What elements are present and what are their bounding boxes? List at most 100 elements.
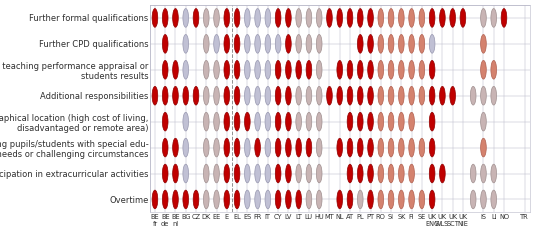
Ellipse shape	[440, 86, 445, 105]
Ellipse shape	[276, 61, 281, 79]
Ellipse shape	[183, 112, 188, 131]
Ellipse shape	[203, 61, 209, 79]
Ellipse shape	[399, 9, 404, 27]
Ellipse shape	[378, 86, 384, 105]
Ellipse shape	[480, 190, 486, 209]
Ellipse shape	[213, 190, 219, 209]
Ellipse shape	[399, 35, 404, 53]
Ellipse shape	[203, 9, 209, 27]
Ellipse shape	[276, 9, 281, 27]
Ellipse shape	[213, 164, 219, 183]
Ellipse shape	[388, 112, 394, 131]
Ellipse shape	[286, 190, 291, 209]
Ellipse shape	[173, 190, 178, 209]
Ellipse shape	[203, 190, 209, 209]
Ellipse shape	[224, 9, 230, 27]
Ellipse shape	[357, 86, 363, 105]
Ellipse shape	[368, 9, 373, 27]
Ellipse shape	[347, 86, 353, 105]
Ellipse shape	[357, 61, 363, 79]
Ellipse shape	[306, 35, 312, 53]
Ellipse shape	[470, 164, 476, 183]
Ellipse shape	[480, 86, 486, 105]
Ellipse shape	[213, 112, 219, 131]
Ellipse shape	[378, 190, 384, 209]
Ellipse shape	[306, 138, 312, 157]
Ellipse shape	[265, 61, 271, 79]
Ellipse shape	[388, 190, 394, 209]
Ellipse shape	[347, 61, 353, 79]
Ellipse shape	[255, 9, 261, 27]
Ellipse shape	[286, 86, 291, 105]
Ellipse shape	[409, 35, 415, 53]
Ellipse shape	[183, 86, 188, 105]
Ellipse shape	[224, 61, 230, 79]
Ellipse shape	[429, 35, 435, 53]
Ellipse shape	[491, 190, 496, 209]
Ellipse shape	[296, 61, 302, 79]
Ellipse shape	[255, 164, 261, 183]
Ellipse shape	[429, 61, 435, 79]
Ellipse shape	[388, 86, 394, 105]
Ellipse shape	[491, 164, 496, 183]
Ellipse shape	[224, 138, 230, 157]
Ellipse shape	[399, 86, 404, 105]
Ellipse shape	[224, 112, 230, 131]
Ellipse shape	[409, 164, 415, 183]
Ellipse shape	[409, 86, 415, 105]
Ellipse shape	[337, 86, 342, 105]
Ellipse shape	[429, 112, 435, 131]
Ellipse shape	[296, 86, 302, 105]
Ellipse shape	[163, 112, 168, 131]
Ellipse shape	[532, 138, 535, 157]
Ellipse shape	[152, 86, 158, 105]
Ellipse shape	[234, 9, 240, 27]
Ellipse shape	[203, 138, 209, 157]
Ellipse shape	[316, 35, 322, 53]
Ellipse shape	[409, 61, 415, 79]
Ellipse shape	[429, 190, 435, 209]
Ellipse shape	[244, 61, 250, 79]
Ellipse shape	[470, 190, 476, 209]
Ellipse shape	[183, 190, 188, 209]
Ellipse shape	[501, 9, 507, 27]
Ellipse shape	[234, 35, 240, 53]
Ellipse shape	[234, 86, 240, 105]
Ellipse shape	[296, 9, 302, 27]
Ellipse shape	[388, 164, 394, 183]
Ellipse shape	[244, 86, 250, 105]
Ellipse shape	[388, 35, 394, 53]
Ellipse shape	[388, 9, 394, 27]
Ellipse shape	[347, 112, 353, 131]
Ellipse shape	[480, 164, 486, 183]
Ellipse shape	[244, 164, 250, 183]
Ellipse shape	[276, 164, 281, 183]
Ellipse shape	[286, 164, 291, 183]
Ellipse shape	[244, 112, 250, 131]
Ellipse shape	[460, 9, 466, 27]
Ellipse shape	[399, 138, 404, 157]
Ellipse shape	[378, 112, 384, 131]
Ellipse shape	[163, 9, 168, 27]
Ellipse shape	[378, 9, 384, 27]
Ellipse shape	[368, 86, 373, 105]
Ellipse shape	[532, 61, 535, 79]
Ellipse shape	[419, 61, 425, 79]
Ellipse shape	[296, 112, 302, 131]
Ellipse shape	[255, 61, 261, 79]
Ellipse shape	[163, 190, 168, 209]
Ellipse shape	[255, 86, 261, 105]
Ellipse shape	[173, 9, 178, 27]
Ellipse shape	[532, 190, 535, 209]
Ellipse shape	[265, 86, 271, 105]
Ellipse shape	[357, 35, 363, 53]
Ellipse shape	[224, 35, 230, 53]
Ellipse shape	[480, 9, 486, 27]
Ellipse shape	[316, 138, 322, 157]
Ellipse shape	[357, 138, 363, 157]
Ellipse shape	[224, 164, 230, 183]
Ellipse shape	[316, 164, 322, 183]
Ellipse shape	[409, 138, 415, 157]
Ellipse shape	[296, 164, 302, 183]
Ellipse shape	[152, 9, 158, 27]
